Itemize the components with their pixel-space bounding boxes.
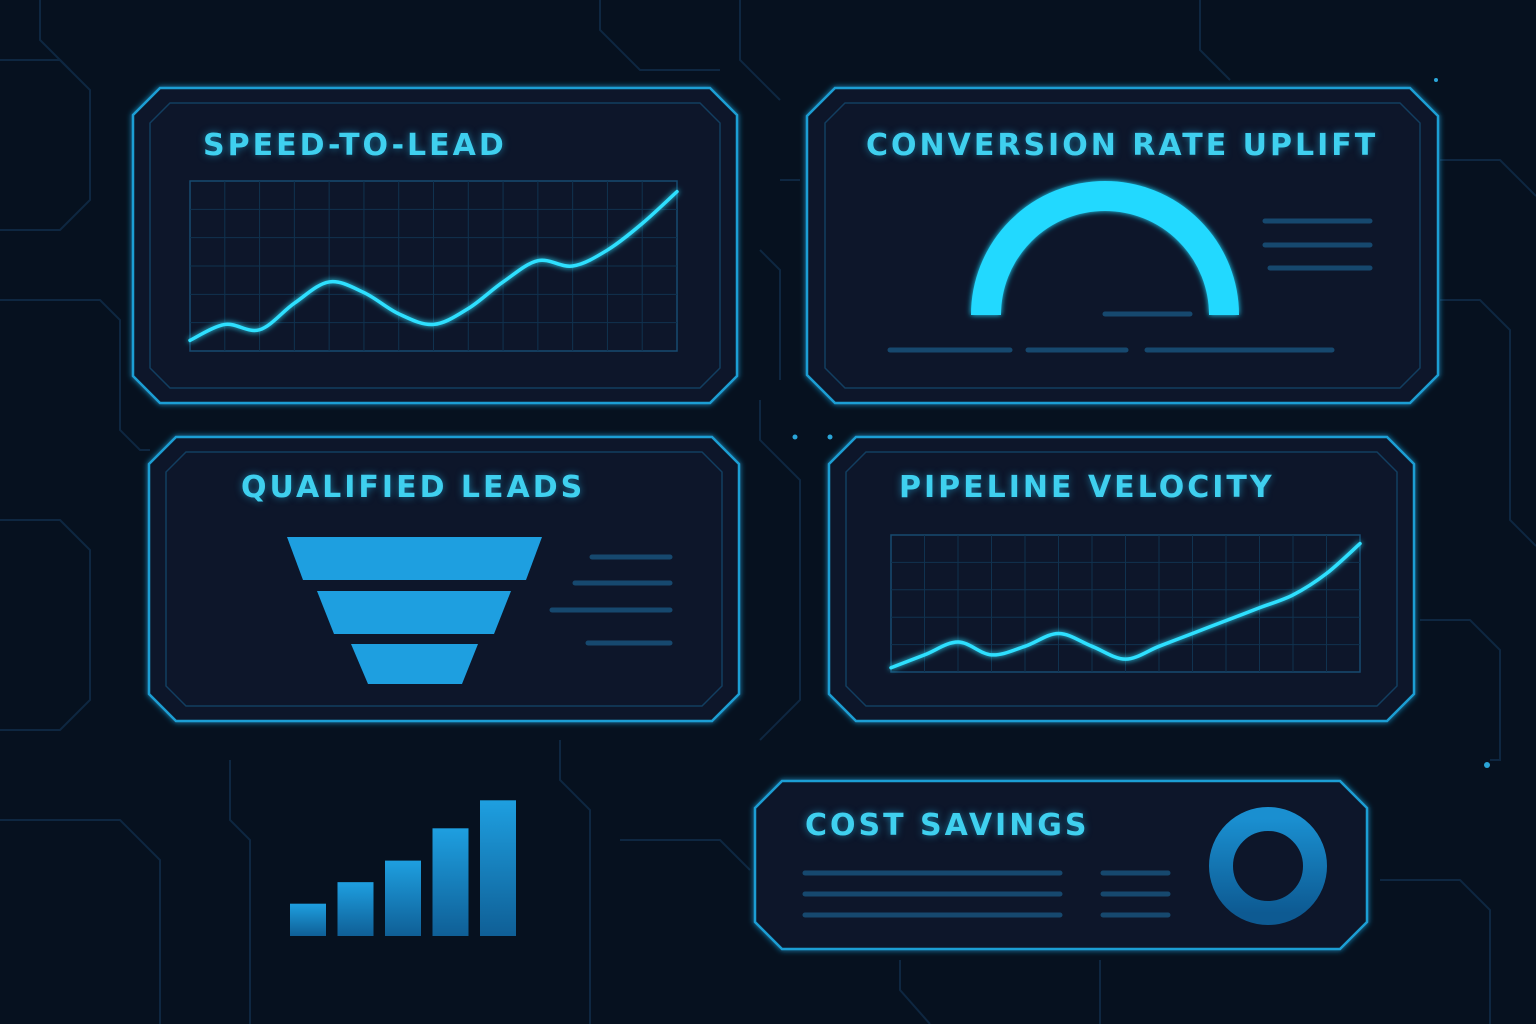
panel-speed-to-lead[interactable] (131, 86, 739, 405)
bar (337, 882, 374, 936)
panel-title-cost-savings: COST SAVINGS (805, 808, 1090, 843)
panel-title-conversion-rate-uplift: CONVERSION RATE UPLIFT (866, 128, 1379, 163)
conversion-placeholder-lines (887, 218, 1373, 353)
funnel-stage-1 (287, 537, 542, 580)
bar (385, 860, 421, 936)
bar (290, 903, 326, 936)
bar (432, 828, 469, 936)
qualified-leads-placeholder-lines (549, 554, 673, 646)
speed-to-lead-line-chart (188, 189, 679, 343)
speed-to-lead-grid (189, 180, 678, 352)
funnel-stage-3 (351, 644, 478, 684)
panel-pipeline-velocity[interactable] (827, 435, 1416, 723)
qualified-leads-funnel (287, 537, 542, 684)
panel-title-pipeline-velocity: PIPELINE VELOCITY (899, 470, 1275, 505)
panel-conversion-rate-uplift[interactable] (805, 86, 1440, 405)
panel-title-speed-to-lead: SPEED-TO-LEAD (203, 128, 507, 163)
panel-cost-savings[interactable] (753, 779, 1369, 951)
growth-bar-chart (290, 800, 516, 936)
ring-icon (1209, 807, 1327, 925)
pipeline-velocity-line-chart (889, 541, 1362, 670)
conversion-gauge-arc (971, 181, 1239, 316)
funnel-stage-2 (317, 591, 511, 634)
circuit-dots (792, 78, 1490, 768)
panel-qualified-leads[interactable] (147, 435, 741, 723)
cost-savings-placeholder-lines (802, 870, 1171, 918)
panel-title-qualified-leads: QUALIFIED LEADS (241, 470, 586, 505)
bar (480, 800, 516, 936)
